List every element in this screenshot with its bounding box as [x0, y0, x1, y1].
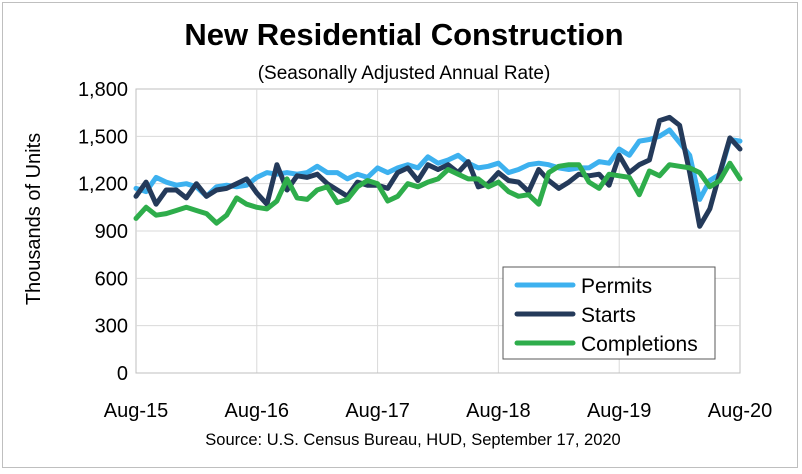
y-tick-label: 1,200: [78, 174, 128, 196]
legend-label-completions: Completions: [581, 333, 698, 356]
y-tick-label: 1,500: [78, 126, 128, 148]
chart-title: New Residential Construction: [184, 17, 623, 52]
y-tick-label: 0: [117, 363, 128, 385]
x-tick-label: Aug-19: [587, 400, 652, 422]
y-tick-label: 600: [95, 268, 128, 290]
x-tick-label: Aug-20: [708, 400, 773, 422]
legend-label-permits: Permits: [581, 275, 652, 298]
chart-frame: New Residential Construction (Seasonally…: [2, 2, 798, 468]
x-tick-label: Aug-16: [225, 400, 290, 422]
series-line-completions: [133, 160, 743, 226]
y-tick-label: 1,800: [78, 79, 128, 101]
chart-subtitle: (Seasonally Adjusted Annual Rate): [258, 63, 551, 84]
plot-area: 0 300 600 900 1,200 1,500 1,800 Aug-15 Aug-16 Aug…: [78, 79, 772, 422]
x-tick-label: Aug-15: [104, 400, 169, 422]
source-note: Source: U.S. Census Bureau, HUD, Septemb…: [205, 431, 620, 449]
series-line-permits: [133, 127, 743, 202]
y-axis-label: Thousands of Units: [23, 133, 45, 305]
y-tick-label: 900: [95, 221, 128, 243]
legend-label-starts: Starts: [581, 304, 636, 327]
chart: New Residential Construction (Seasonally…: [23, 17, 772, 449]
x-tick-label: Aug-17: [345, 400, 410, 422]
series-line-starts: [133, 114, 743, 229]
x-tick-label: Aug-18: [466, 400, 531, 422]
y-tick-label: 300: [95, 316, 128, 338]
